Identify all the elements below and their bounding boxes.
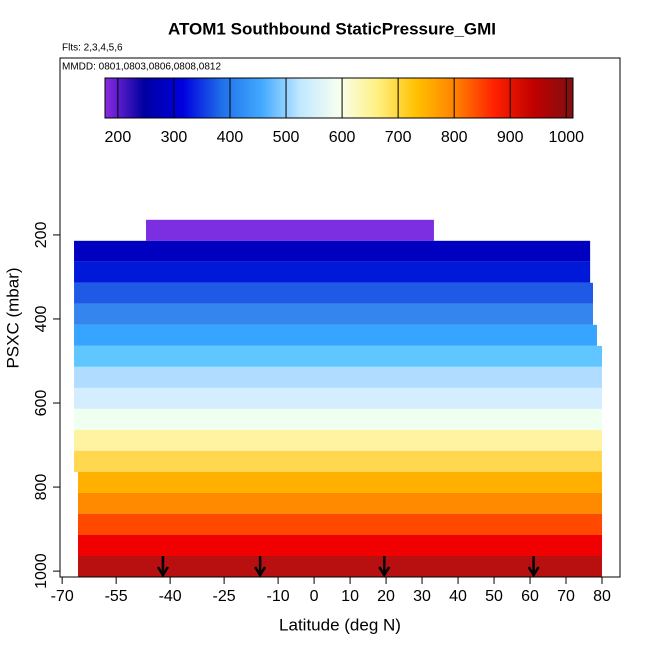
colorbar-tick-label: 1000 — [548, 129, 584, 146]
y-axis-label: PSXC (mbar) — [3, 267, 22, 368]
curtain-band — [74, 366, 603, 388]
x-tick-label: 60 — [521, 588, 539, 605]
colorbar-tick-label: 800 — [441, 129, 468, 146]
curtain-band — [74, 282, 594, 304]
flight-arrow — [254, 556, 267, 578]
flight-arrow — [527, 556, 540, 578]
colorbar-tick-label: 600 — [329, 129, 356, 146]
curtain-band — [77, 534, 603, 556]
curtain-band — [74, 324, 597, 346]
curtain-band — [74, 408, 603, 430]
x-tick-label: -25 — [213, 588, 236, 605]
x-tick-label: 40 — [449, 588, 467, 605]
plot-frame — [59, 57, 621, 578]
x-tick-label: 50 — [485, 588, 503, 605]
x-tick-label: 30 — [413, 588, 431, 605]
y-tick-label: 600 — [33, 390, 50, 417]
x-tick-label: 20 — [377, 588, 395, 605]
colorbar-tick-label: 400 — [217, 129, 244, 146]
x-axis-label: Latitude (deg N) — [279, 615, 401, 634]
y-tick-label: 1000 — [33, 553, 50, 589]
curtain-band — [74, 345, 603, 367]
colorbar-tick-label: 500 — [273, 129, 300, 146]
colorbar-tick-label: 300 — [161, 129, 188, 146]
x-tick-label: -55 — [105, 588, 128, 605]
colorbar-tick-label: 200 — [105, 129, 132, 146]
colorbar-tick-label: 700 — [385, 129, 412, 146]
flight-arrow — [156, 556, 169, 578]
curtain-band — [74, 387, 603, 409]
colorbar-tick-label: 900 — [497, 129, 524, 146]
y-tick-label: 400 — [33, 306, 50, 333]
x-tick-label: 70 — [557, 588, 575, 605]
y-tick-label: 200 — [33, 221, 50, 248]
x-tick-label: -10 — [267, 588, 290, 605]
chart-title: ATOM1 Southbound StaticPressure_GMI — [168, 19, 496, 38]
flight-arrow — [378, 556, 391, 578]
y-tick-label: 800 — [33, 474, 50, 501]
curtain-band — [74, 303, 594, 325]
curtain-band — [77, 471, 603, 493]
x-tick-label: -70 — [51, 588, 74, 605]
x-tick-label: 0 — [310, 588, 319, 605]
curtain-band — [77, 513, 603, 535]
curtain-band — [74, 261, 591, 283]
curtain-band — [74, 429, 603, 451]
colorbar — [104, 77, 574, 119]
curtain-band — [74, 240, 591, 262]
curtain-band — [77, 555, 603, 577]
x-tick-label: -40 — [159, 588, 182, 605]
x-tick-label: 80 — [593, 588, 611, 605]
curtain-band — [77, 492, 603, 514]
curtain-band — [74, 450, 603, 472]
curtain-band — [146, 219, 434, 241]
subtitle: Flts: 2,3,4,5,6 — [62, 43, 123, 54]
annotation: MMDD: 0801,0803,0806,0808,0812 — [62, 62, 221, 73]
x-tick-label: 10 — [341, 588, 359, 605]
